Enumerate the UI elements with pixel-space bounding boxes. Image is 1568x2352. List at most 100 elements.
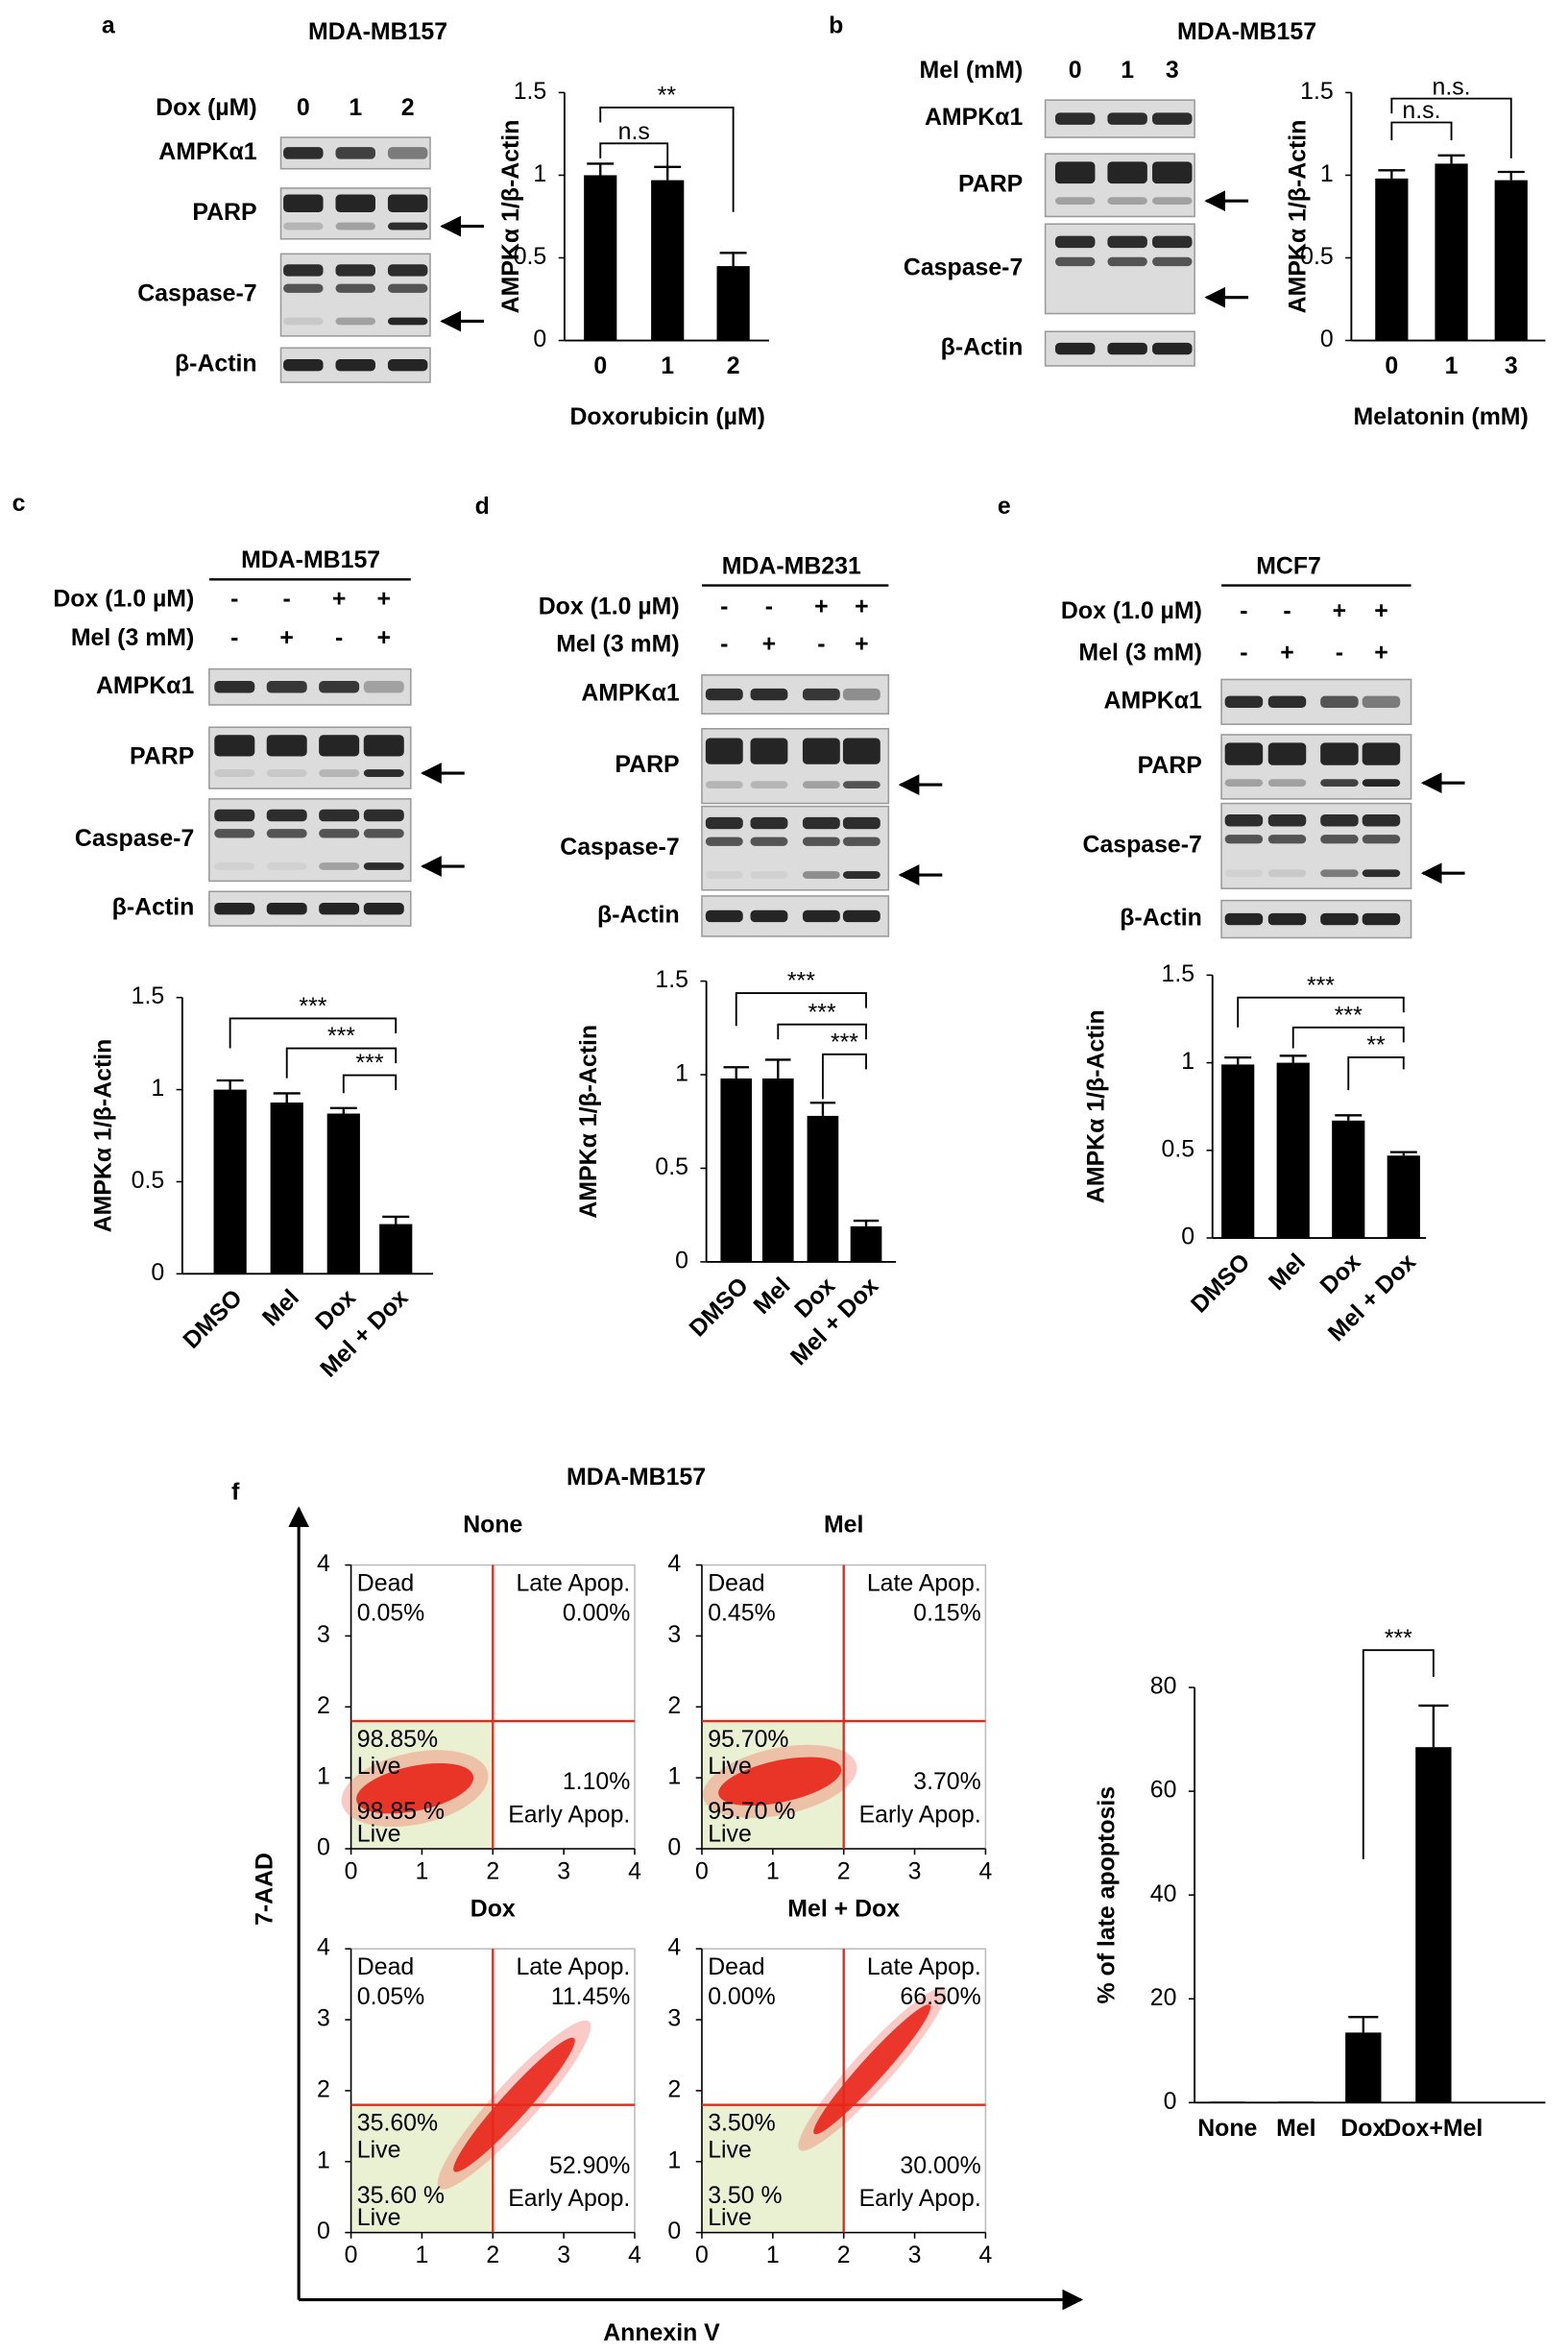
blot-band [363, 862, 404, 870]
lane-label: - [1240, 640, 1247, 667]
blot-band [750, 688, 788, 701]
blot-band [705, 781, 743, 788]
inset-label: Live [708, 2204, 752, 2231]
blot-band [387, 264, 428, 277]
panel-label: b [829, 12, 843, 39]
y-axis-label: AMPKα 1/β-Actin [1083, 1009, 1110, 1203]
blot-band [1267, 742, 1307, 765]
quadrant-label: Late Apop. [516, 1569, 630, 1596]
blot-band [750, 816, 788, 830]
x-tick-label: 4 [979, 2242, 993, 2268]
y-tick-label: 2 [667, 2075, 681, 2102]
x-tick-label: Mel [1264, 1249, 1311, 1296]
quadrant-value: 0.45% [708, 1599, 776, 1626]
error-bar [1437, 154, 1465, 164]
inset-value: 95.70 % [708, 1798, 795, 1825]
significance-bracket [1237, 996, 1405, 1028]
lane-label: + [1280, 640, 1294, 667]
blot-band [1152, 256, 1193, 267]
significance-bracket [1390, 97, 1512, 158]
blot-band [1107, 342, 1147, 355]
blot-band [1054, 161, 1096, 184]
quadrant-value: 35.60% [357, 2109, 438, 2136]
blot-band [335, 264, 375, 277]
significance-label: *** [831, 1029, 858, 1055]
blot-band [335, 358, 375, 372]
quadrant-label: Late Apop. [867, 1569, 981, 1596]
error-bar [1279, 1055, 1307, 1063]
blot-band [1107, 112, 1147, 125]
blot-band [319, 902, 360, 915]
blot-band [387, 222, 428, 230]
panel-label: c [12, 490, 26, 517]
blot-band [1320, 835, 1359, 844]
bar [1278, 2101, 1315, 2103]
lane-label: + [1374, 640, 1388, 667]
quadrant-value: 0.00% [563, 1599, 631, 1626]
blot-band [1320, 695, 1359, 709]
lane-label: - [283, 586, 291, 613]
y-tick-label: 80 [1150, 1673, 1177, 1700]
quadrant-value: 98.85% [357, 1726, 438, 1753]
y-tick-label: 1 [1320, 160, 1334, 187]
x-tick-label: 3 [557, 1857, 570, 1884]
x-tick-label: 1 [416, 1857, 429, 1884]
quadrant-value: 30.00% [900, 2152, 980, 2179]
y-tick-label: 3 [317, 1621, 330, 1648]
y-axis-label: AMPKα 1/β-Actin [575, 1025, 602, 1219]
blot-band [842, 688, 880, 701]
panel-label: f [231, 1478, 240, 1505]
treatment-label: Dox (1.0 µM) [1061, 597, 1202, 624]
blot-band [266, 735, 307, 757]
x-tick-label: DMSO [1186, 1249, 1256, 1319]
blot-band [1362, 912, 1401, 926]
y-tick-label: 1 [1181, 1048, 1194, 1075]
x-tick-label: 2 [837, 1857, 851, 1884]
blot-band [214, 809, 255, 822]
lane-label: - [230, 624, 238, 651]
blot-band [842, 816, 880, 830]
y-tick-label: 1 [667, 2146, 681, 2173]
significance-label: ** [658, 83, 677, 109]
blot-band [1107, 235, 1147, 249]
lane-label: + [1333, 597, 1347, 624]
significance-label: *** [355, 1050, 383, 1077]
blot-band [283, 317, 324, 326]
y-tick-label: 4 [317, 1550, 330, 1577]
blot-band [802, 837, 840, 846]
quadrant-label: Early Apop. [508, 1801, 630, 1828]
y-tick-label: 0.5 [1300, 243, 1334, 270]
lane-label: - [720, 630, 728, 657]
bar [850, 1225, 882, 1262]
x-tick-label: DMSO [178, 1284, 248, 1354]
bar [720, 1078, 753, 1262]
blot-band [283, 264, 324, 277]
x-tick-label: 1 [766, 2242, 780, 2268]
quadrant-value: 3.70% [913, 1768, 980, 1795]
inset-label: Live [357, 2204, 401, 2231]
lane-label: 2 [401, 94, 415, 121]
blot-band [750, 909, 788, 923]
error-bar [382, 1215, 410, 1224]
blot-band [1224, 912, 1264, 926]
plot-title: Mel [824, 1512, 863, 1539]
bar [1435, 163, 1468, 341]
lane-label: 3 [1166, 57, 1179, 84]
blot-band [266, 809, 307, 822]
band-label: Caspase-7 [137, 280, 256, 307]
blot-band [1152, 161, 1193, 184]
x-tick-label: 3 [908, 1857, 922, 1884]
blot-band [750, 738, 788, 764]
y-tick-label: 0 [151, 1259, 164, 1286]
blot-band [1107, 197, 1147, 206]
bar [270, 1102, 303, 1274]
treatment-label: Dox (µM) [156, 94, 256, 121]
blot-band [750, 837, 788, 846]
lane-label: + [377, 586, 392, 613]
blot-band [387, 358, 428, 372]
y-tick-label: 0 [317, 2218, 330, 2244]
blot-band [319, 829, 360, 838]
blot-band [1267, 779, 1307, 788]
blot-band [1054, 112, 1096, 125]
